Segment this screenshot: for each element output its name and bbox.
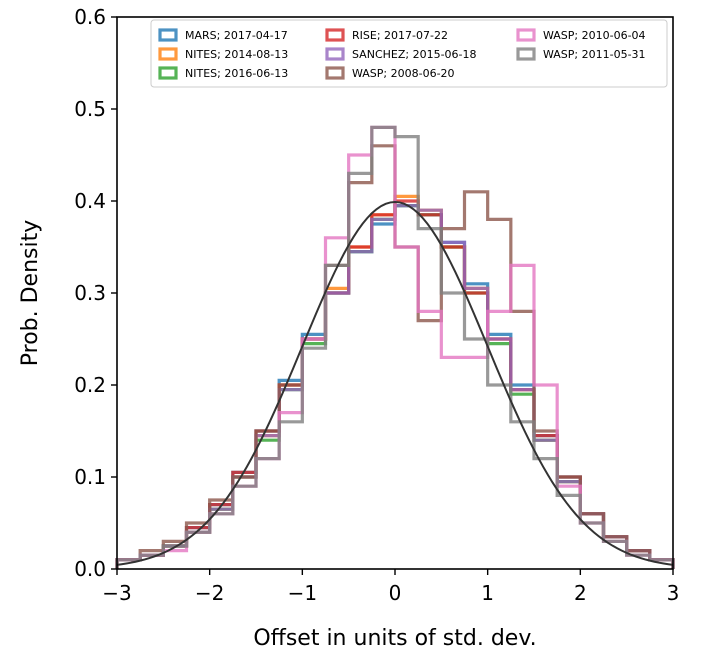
series-layer	[115, 125, 675, 569]
legend-entry: WASP; 2011-05-31	[516, 47, 646, 61]
x-tick-label: 3	[667, 581, 680, 605]
legend-entry: SANCHEZ; 2015-06-18	[325, 47, 477, 61]
legend-entry: RISE; 2017-07-22	[325, 28, 448, 42]
legend-swatch	[158, 47, 178, 61]
y-tick-label: 0.0	[74, 557, 106, 581]
legend-swatch	[325, 28, 345, 42]
y-tick-label: 0.4	[74, 189, 106, 213]
x-tick-label: −2	[195, 581, 224, 605]
legend-swatch	[158, 28, 178, 42]
legend-swatch	[516, 28, 536, 42]
legend-label: MARS; 2017-04-17	[185, 29, 288, 42]
legend-label: SANCHEZ; 2015-06-18	[352, 48, 477, 61]
x-tick-label: −3	[102, 581, 131, 605]
legend-label: WASP; 2011-05-31	[543, 48, 646, 61]
legend-swatch	[158, 66, 178, 80]
legend-swatch	[516, 47, 536, 61]
y-tick-label: 0.1	[74, 465, 106, 489]
y-axis-label: Prob. Density	[18, 220, 43, 367]
legend-box	[150, 19, 668, 88]
y-tick-label: 0.3	[74, 281, 106, 305]
legend-label: NITES; 2016-06-13	[185, 67, 288, 80]
legend-swatch	[325, 47, 345, 61]
legend-entry: NITES; 2014-08-13	[158, 47, 288, 61]
x-tick-label: 1	[481, 581, 494, 605]
y-tick-label: 0.5	[74, 97, 106, 121]
y-axis: 0.0 0.1 0.2 0.3 0.4 0.5 0.6	[74, 5, 117, 581]
x-axis: −3 −2 −1 0 1 2 3	[102, 569, 679, 605]
legend-label: RISE; 2017-07-22	[352, 29, 448, 42]
legend: MARS; 2017-04-17 NITES; 2014-08-13 NITES; …	[150, 19, 668, 88]
legend-entry: WASP; 2008-06-20	[325, 66, 455, 80]
plot-frame	[116, 16, 674, 570]
legend-entry: WASP; 2010-06-04	[516, 28, 646, 42]
x-axis-label: Offset in units of std. dev.	[253, 626, 536, 651]
x-tick-label: 2	[574, 581, 587, 605]
legend-swatch	[325, 66, 345, 80]
y-tick-label: 0.2	[74, 373, 106, 397]
series-6-histogram	[115, 125, 675, 569]
x-tick-label: 0	[389, 581, 402, 605]
normal-pdf-curve	[116, 200, 674, 566]
legend-entry: MARS; 2017-04-17	[158, 28, 288, 42]
y-tick-label: 0.6	[74, 5, 106, 29]
legend-label: WASP; 2008-06-20	[352, 67, 455, 80]
legend-label: WASP; 2010-06-04	[543, 29, 646, 42]
legend-entry: NITES; 2016-06-13	[158, 66, 288, 80]
legend-label: NITES; 2014-08-13	[185, 48, 288, 61]
x-tick-label: −1	[288, 581, 317, 605]
